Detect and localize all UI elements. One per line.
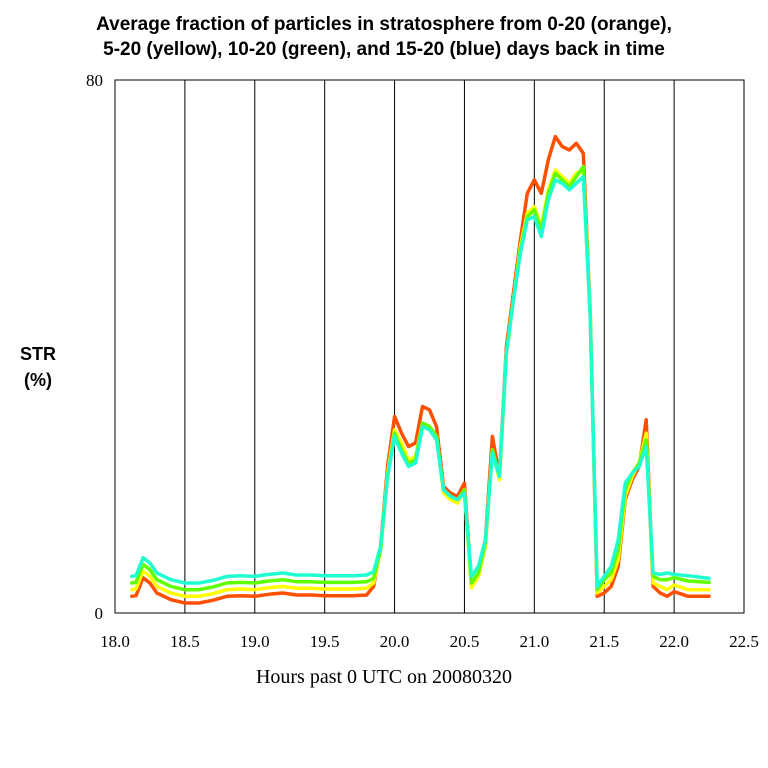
series-group — [130, 134, 711, 605]
x-tick-label-8: 22.0 — [659, 632, 689, 651]
x-tick-label-0: 18.0 — [100, 632, 130, 651]
y-axis-label-line-2: (%) — [24, 370, 52, 390]
x-tick-label-2: 19.0 — [240, 632, 270, 651]
chart-title-line-2: 5-20 (yellow), 10-20 (green), and 15-20 … — [103, 39, 665, 60]
series-line-0 — [130, 134, 711, 605]
x-tick-label-4: 20.0 — [380, 632, 410, 651]
series-line-3 — [130, 174, 711, 589]
y-tick-label-0: 0 — [95, 604, 104, 623]
y-axis-label-line-1: STR — [20, 344, 56, 364]
x-tick-label-5: 20.5 — [450, 632, 480, 651]
x-axis-ticks: 18.0 18.5 19.0 19.5 20.0 20.5 21.0 21.5 22.0 22.5 — [100, 632, 759, 651]
x-tick-label-7: 21.5 — [589, 632, 619, 651]
y-axis-ticks: 0 80 — [86, 71, 103, 623]
x-axis-label: Hours past 0 UTC on 20080320 — [256, 666, 512, 688]
plot-area-frame — [114, 79, 745, 614]
x-tick-label-3: 19.5 — [310, 632, 340, 651]
chart-title-line-1: Average fraction of particles in stratos… — [96, 14, 672, 35]
x-tick-label-9: 22.5 — [729, 632, 759, 651]
x-tick-label-1: 18.5 — [170, 632, 200, 651]
x-tick-label-6: 21.0 — [519, 632, 549, 651]
vertical-grid — [184, 80, 675, 613]
y-tick-label-1: 80 — [86, 71, 103, 90]
